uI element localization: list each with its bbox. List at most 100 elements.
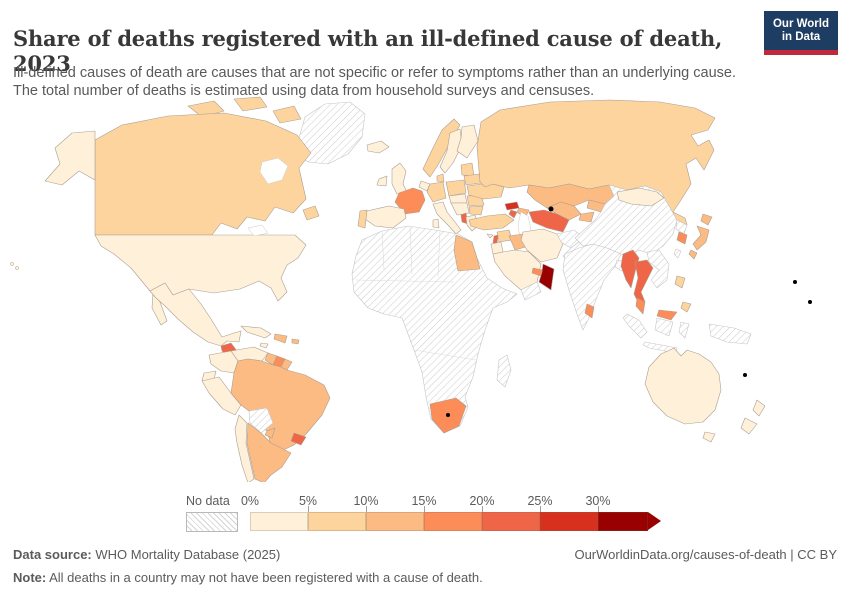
source-line: Data source: WHO Mortality Database (202… (13, 547, 837, 568)
country-yemen[interactable] (520, 281, 542, 301)
country-madagascar[interactable] (496, 354, 512, 388)
country-japan-kyushu[interactable] (688, 249, 698, 260)
country-philippines-mindanao[interactable] (680, 301, 692, 313)
country-colombia[interactable] (208, 350, 239, 374)
country-canada-newfoundland[interactable] (302, 205, 320, 221)
legend-tick-label-10: 10% (353, 494, 379, 508)
country-sri-lanka[interactable] (584, 303, 595, 319)
page-title: Share of deaths registered with an ill-d… (13, 26, 723, 77)
hudson-bay (259, 157, 289, 185)
country-tajikistan[interactable] (578, 211, 595, 223)
country-canada-arctic1[interactable] (187, 100, 225, 118)
country-turkey[interactable] (468, 213, 515, 231)
country-argentina[interactable] (246, 422, 292, 482)
country-cuba[interactable] (240, 325, 272, 339)
country-denmark[interactable] (436, 173, 445, 183)
country-armenia[interactable] (508, 209, 518, 219)
country-finland[interactable] (456, 124, 479, 159)
country-egypt[interactable] (453, 234, 481, 272)
country-france[interactable] (394, 187, 426, 215)
country-chile[interactable] (234, 414, 255, 482)
country-australia[interactable] (644, 347, 722, 425)
country-new-guinea[interactable] (708, 323, 752, 345)
country-cyprus[interactable] (486, 233, 494, 239)
region-africa-no-data[interactable] (351, 225, 518, 434)
country-puerto-rico[interactable] (291, 338, 300, 345)
country-ireland[interactable] (376, 175, 388, 187)
note-line: Note: All deaths in a country may not ha… (13, 570, 837, 585)
country-bolivia[interactable] (248, 407, 274, 434)
country-indonesia-sulawesi[interactable] (678, 321, 690, 339)
country-paraguay[interactable] (264, 427, 276, 439)
country-japan-hokkaido[interactable] (700, 213, 713, 226)
country-portugal[interactable] (357, 209, 368, 229)
country-canada[interactable] (94, 112, 312, 236)
country-sweden[interactable] (439, 128, 463, 174)
legend-tick-label-0: 0% (240, 494, 260, 508)
country-mongolia[interactable] (616, 187, 665, 207)
footer-link[interactable]: OurWorldinData.org/causes-of-death | CC … (574, 547, 837, 562)
country-nz-south[interactable] (740, 417, 758, 435)
country-uk[interactable] (391, 162, 408, 195)
country-philippines-luzon[interactable] (674, 275, 686, 289)
country-usa-alaska[interactable] (44, 130, 96, 186)
owid-logo[interactable]: Our World in Data (764, 11, 838, 56)
country-baltics[interactable] (460, 162, 475, 177)
country-dominican-republic[interactable] (273, 333, 288, 344)
country-usa[interactable] (94, 234, 307, 302)
legend-band-5[interactable] (540, 512, 598, 531)
note-label: Note: (13, 570, 47, 585)
legend-band-0[interactable] (250, 512, 308, 531)
country-iran[interactable] (520, 228, 564, 263)
legend-band-4[interactable] (482, 512, 540, 531)
country-balkans-west[interactable] (450, 202, 470, 216)
country-usa-hawaii1[interactable] (10, 262, 14, 266)
country-oman[interactable] (538, 263, 555, 291)
country-indochina[interactable] (646, 249, 670, 289)
country-malaysia-peninsula[interactable] (635, 297, 646, 315)
country-iceland[interactable] (366, 140, 390, 154)
legend-band-1[interactable] (308, 512, 366, 531)
lesotho-enclave (446, 413, 450, 417)
country-turkmenistan[interactable] (528, 209, 570, 233)
country-myanmar[interactable] (620, 249, 640, 289)
country-indonesia-borneo[interactable] (654, 317, 674, 337)
legend-band-2[interactable] (366, 512, 424, 531)
country-canada-arctic3[interactable] (272, 105, 302, 124)
country-usa-hawaii2[interactable] (15, 266, 19, 270)
country-indonesia-sumatra[interactable] (622, 313, 648, 339)
country-georgia[interactable] (504, 201, 520, 211)
country-south-korea[interactable] (676, 231, 688, 245)
country-germany[interactable] (426, 181, 447, 203)
country-malaysia-borneo[interactable] (656, 309, 678, 321)
country-peru[interactable] (201, 376, 242, 416)
country-italy-sardinia[interactable] (432, 218, 440, 229)
legend-band-6[interactable] (598, 512, 648, 531)
legend-tick-label-25: 25% (527, 494, 553, 508)
legend-color-scale: 0% 5% 10% 15% 20% 25% 30% (241, 492, 680, 537)
country-brazil[interactable] (230, 358, 331, 452)
country-australia-tasmania[interactable] (702, 431, 716, 443)
owid-logo-line2: in Data (781, 31, 821, 44)
country-italy[interactable] (432, 201, 462, 235)
country-spain[interactable] (364, 205, 407, 229)
aral-sea (548, 206, 554, 212)
legend-no-data-swatch[interactable] (186, 512, 238, 532)
country-greenland[interactable] (294, 101, 366, 165)
country-thailand[interactable] (633, 259, 654, 307)
country-canada-arctic2[interactable] (233, 96, 268, 112)
africa-border-hint-1 (381, 230, 385, 271)
country-uruguay[interactable] (290, 432, 307, 446)
country-mexico[interactable] (149, 282, 242, 347)
country-jamaica[interactable] (259, 342, 269, 349)
country-belarus[interactable] (463, 173, 482, 186)
legend-band-3[interactable] (424, 512, 482, 531)
country-bulgaria[interactable] (468, 205, 484, 216)
country-benelux[interactable] (418, 180, 431, 192)
country-nz-north[interactable] (752, 399, 766, 417)
country-taiwan[interactable] (673, 248, 682, 259)
country-japan-honshu[interactable] (692, 225, 710, 251)
source-text: WHO Mortality Database (2025) (91, 547, 281, 562)
country-poland[interactable] (445, 179, 467, 197)
